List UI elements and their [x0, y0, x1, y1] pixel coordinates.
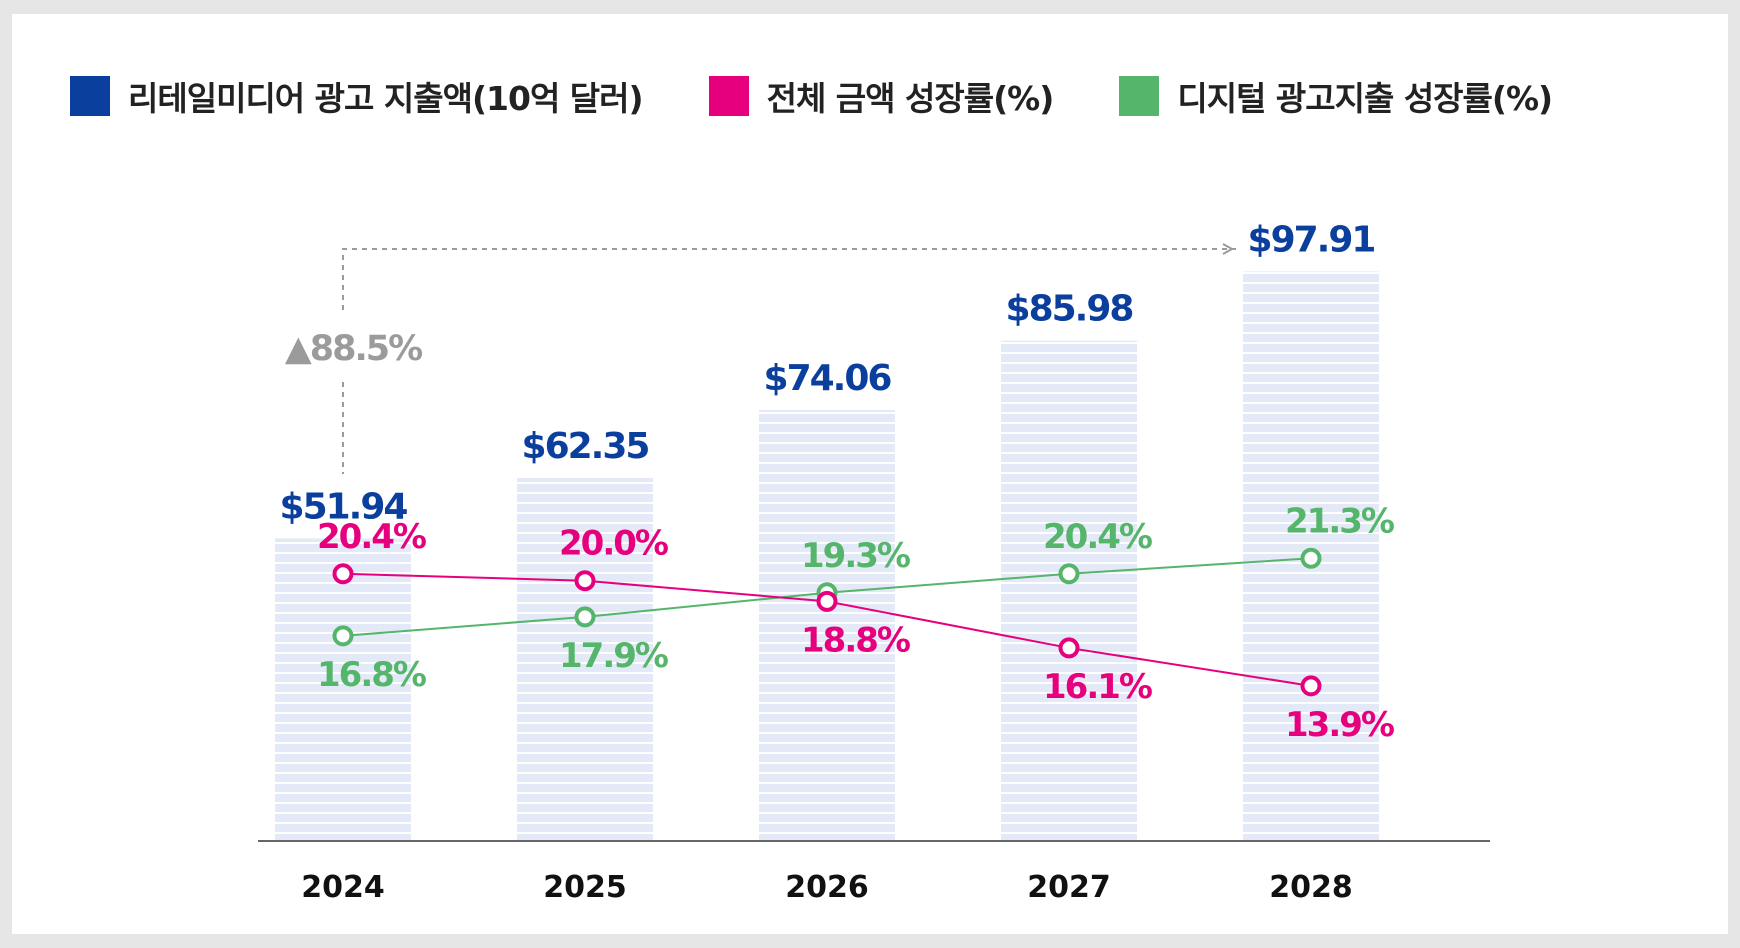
digital-growth-label-2026: 19.3%: [801, 536, 910, 576]
total-growth-point-2026: [816, 590, 838, 612]
bar-value-label-2024: $51.94: [280, 486, 408, 527]
digital-growth-point-2028: [1300, 547, 1322, 569]
bar-2026: [759, 409, 895, 840]
legend-item-spend: 리테일미디어 광고 지출액(10억 달러): [70, 72, 644, 120]
growth-annotation-bracket: [342, 248, 1236, 310]
total-growth-point-2025: [574, 570, 596, 592]
digital-growth-label-2027: 20.4%: [1043, 517, 1152, 557]
legend-item-digital-growth: 디지털 광고지출 성장률(%): [1119, 72, 1553, 120]
total-growth-label-2024: 20.4%: [317, 517, 426, 557]
growth-annotation-arrowhead: [1222, 243, 1235, 255]
chart-plot: $51.94 $62.35 $74.06 $85.98 $97.91 2024 2025 20…: [258, 219, 1490, 905]
x-tick-label-2025: 2025: [543, 870, 627, 905]
growth-annotation-label: ▲88.5%: [285, 329, 422, 369]
digital-growth-label-2028: 21.3%: [1285, 501, 1394, 541]
bar-2027: [1001, 340, 1137, 840]
total-growth-label-2027: 16.1%: [1043, 667, 1152, 707]
legend-label-spend: 리테일미디어 광고 지출액(10억 달러): [128, 79, 644, 118]
legend-item-total-growth: 전체 금액 성장률(%): [708, 72, 1055, 120]
legend-label-digital-growth: 디지털 광고지출 성장률(%): [1177, 79, 1553, 118]
total-growth-label-2026: 18.8%: [801, 620, 910, 660]
x-tick-label-2028: 2028: [1269, 870, 1353, 905]
chart-frame: 리테일미디어 광고 지출액(10억 달러) 전체 금액 성장률(%) 디지털 광…: [12, 14, 1728, 934]
x-tick-label-2027: 2027: [1027, 870, 1111, 905]
legend-swatch-spend: [70, 76, 110, 116]
digital-growth-point-2025: [574, 606, 596, 628]
x-tick-label-2024: 2024: [301, 870, 385, 905]
total-growth-label-2025: 20.0%: [559, 524, 668, 564]
total-growth-label-2028: 13.9%: [1285, 705, 1394, 745]
bar-value-label-2025: $62.35: [522, 426, 649, 467]
bar-value-label-2027: $85.98: [1006, 289, 1133, 330]
digital-growth-point-2027: [1058, 563, 1080, 585]
chart-legend: 리테일미디어 광고 지출액(10억 달러) 전체 금액 성장률(%) 디지털 광…: [70, 72, 1618, 120]
bar-2025: [517, 477, 653, 840]
total-growth-point-2027: [1058, 637, 1080, 659]
digital-growth-label-2025: 17.9%: [559, 636, 668, 676]
legend-swatch-total-growth: [708, 76, 749, 116]
digital-growth-point-2024: [332, 625, 354, 647]
legend-label-total-growth: 전체 금액 성장률(%): [766, 79, 1055, 118]
digital-growth-label-2024: 16.8%: [317, 655, 426, 695]
bar-value-label-2028: $97.91: [1248, 219, 1375, 260]
total-growth-point-2028: [1300, 675, 1322, 697]
total-growth-point-2024: [332, 563, 354, 585]
x-tick-label-2026: 2026: [785, 870, 869, 905]
bar-value-label-2026: $74.06: [764, 358, 892, 399]
bar-2024: [275, 538, 411, 840]
legend-swatch-digital-growth: [1119, 76, 1160, 116]
